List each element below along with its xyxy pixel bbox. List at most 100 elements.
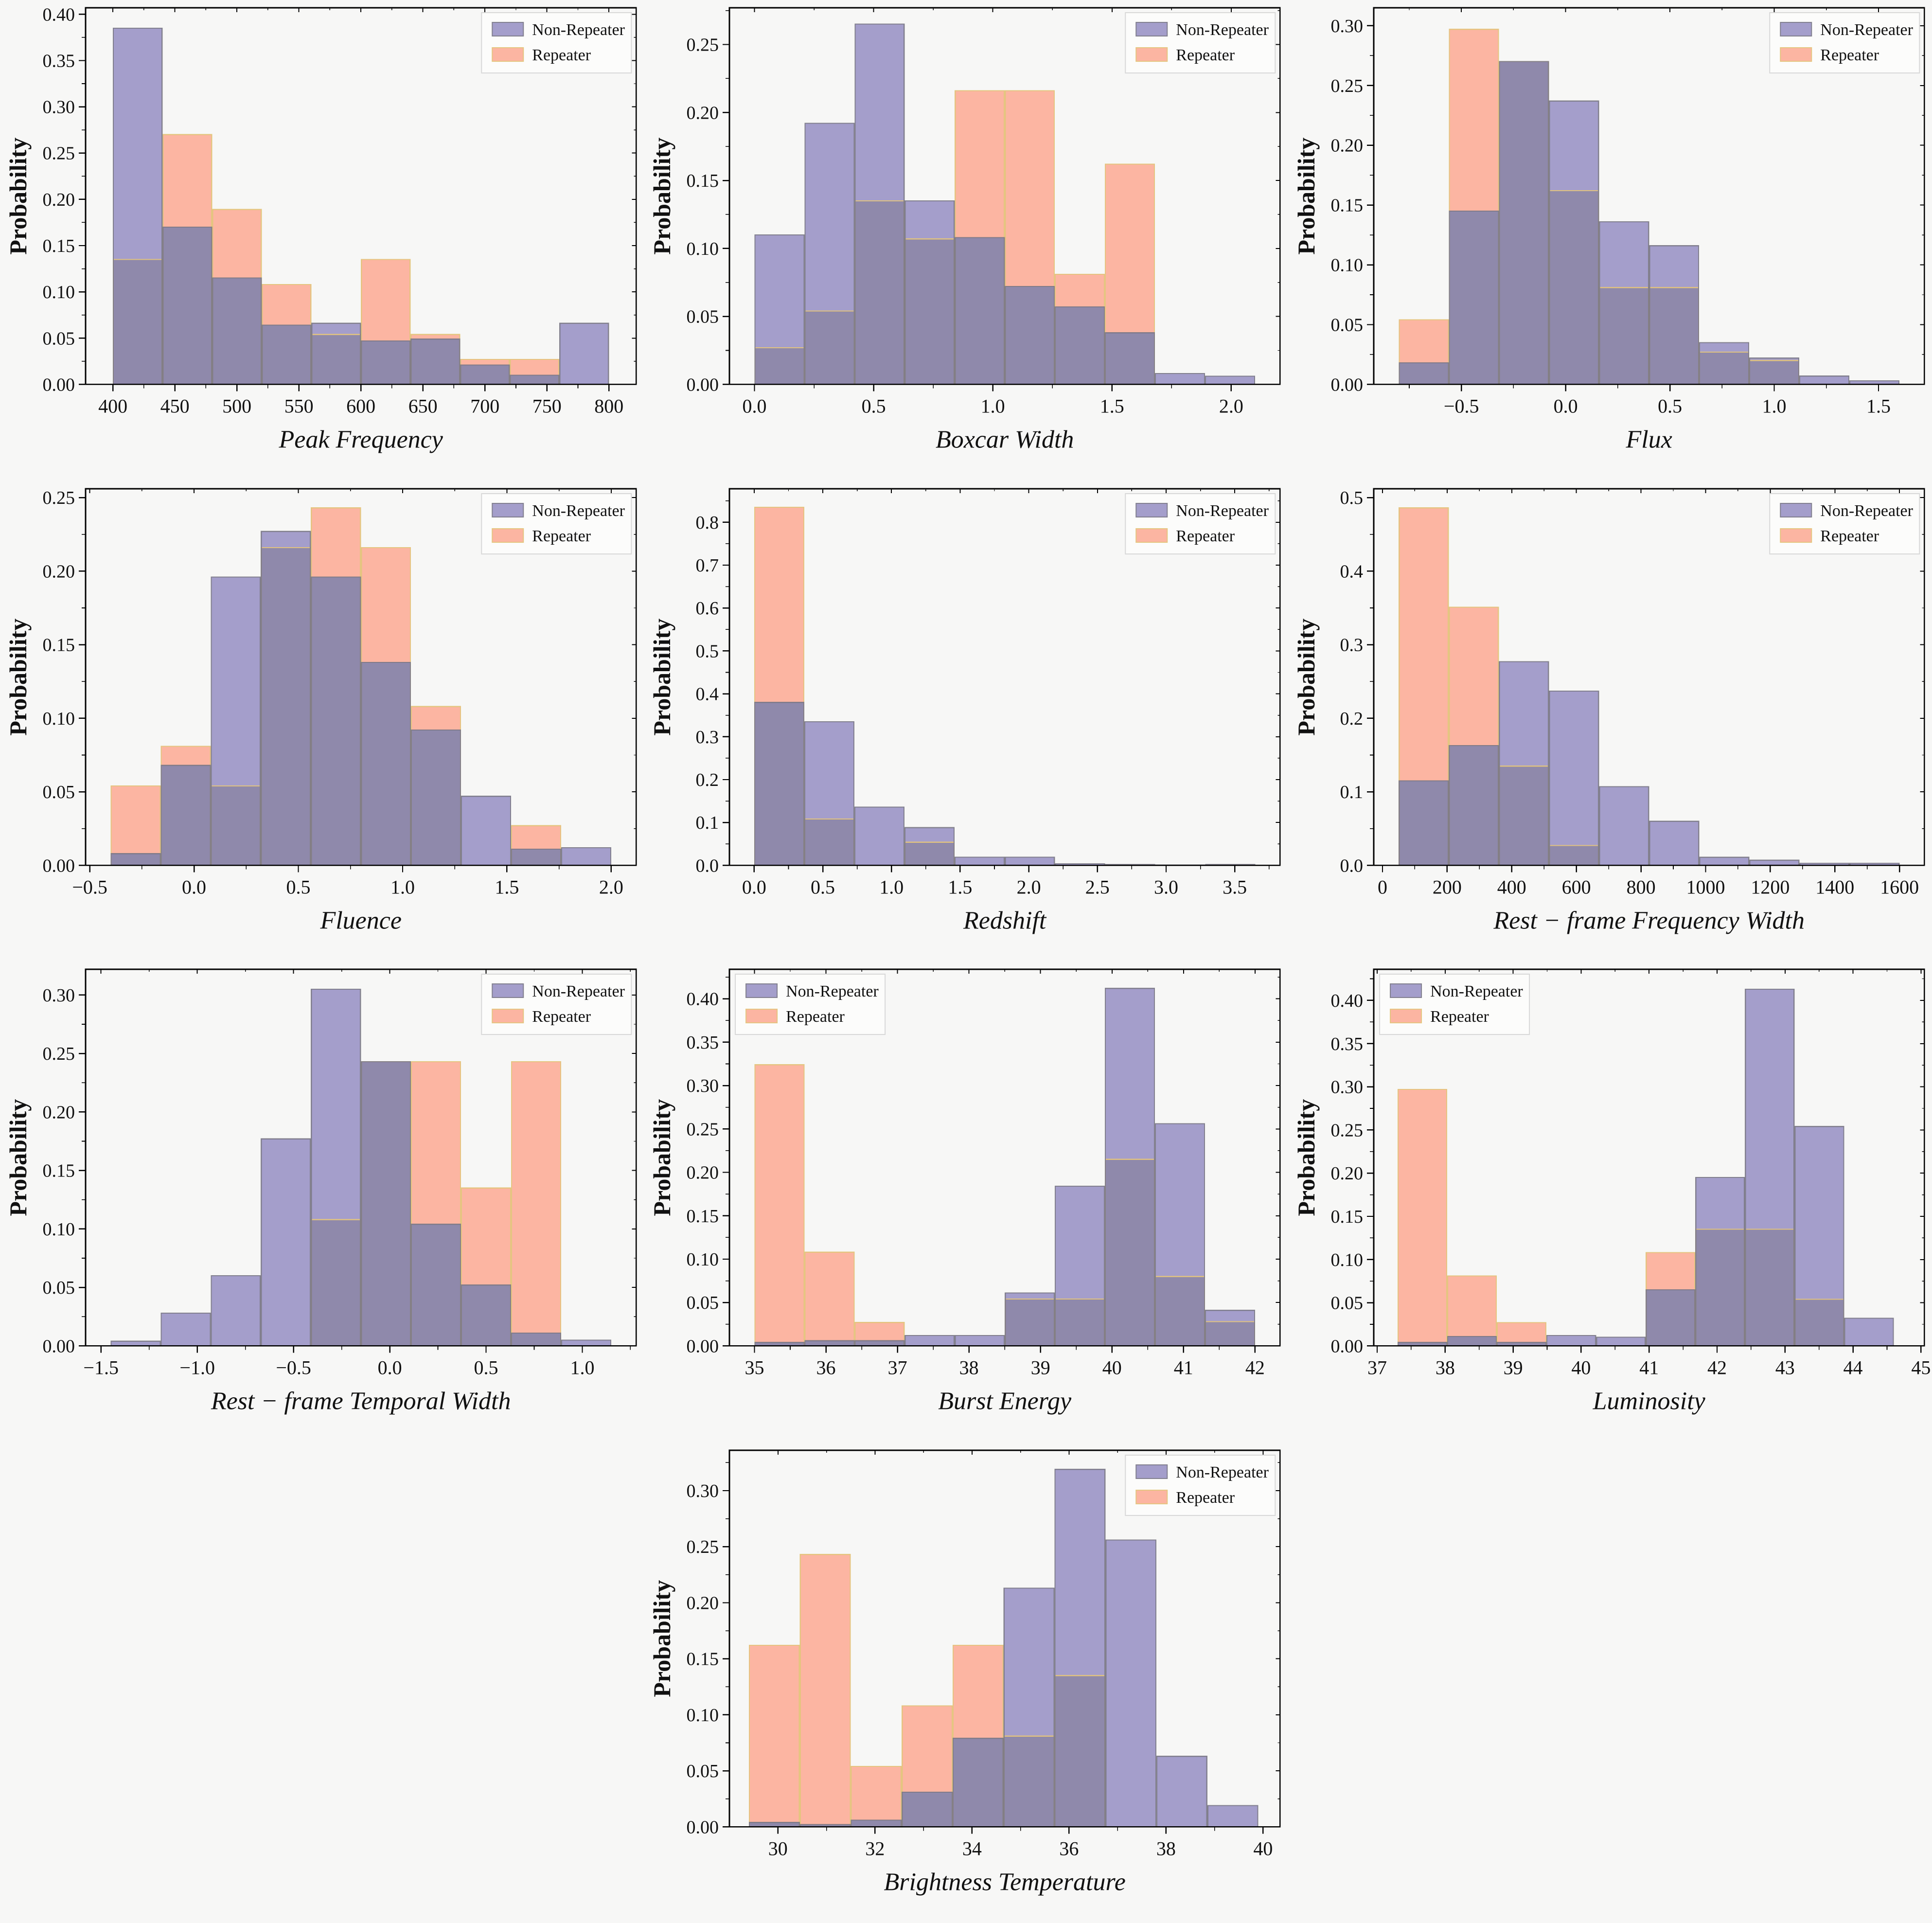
axis-ticks [79, 488, 637, 872]
hist-bar-non-repeater [1208, 1805, 1258, 1827]
hist-bar-overlap [1499, 766, 1548, 865]
x-tick-label: 1.0 [390, 876, 415, 898]
y-tick-label: 0.10 [687, 1705, 719, 1725]
y-tick-label: 0.10 [1330, 1250, 1363, 1270]
y-tick-label: 0.25 [43, 143, 75, 164]
legend: Non-Repeater Repeater [1125, 493, 1276, 554]
y-tick-label: 0.25 [1330, 76, 1363, 96]
hist-bar-non-repeater [905, 827, 955, 842]
hist-bar-overlap [311, 1219, 361, 1346]
hist-bar-non-repeater [1499, 661, 1548, 766]
y-tick-label: 0.05 [1330, 1293, 1363, 1314]
y-tick-label: 0.4 [696, 684, 719, 704]
hist-bar-non-repeater [1157, 1756, 1207, 1827]
x-tick-label: 1.5 [948, 876, 973, 898]
axes-spines [729, 1449, 1281, 1828]
hist-bar-overlap [1449, 211, 1499, 385]
x-axis-label: Brightness Temperature [884, 1868, 1126, 1896]
hist-bar-non-repeater [1205, 376, 1255, 385]
hist-bar-overlap [902, 1792, 953, 1827]
subplot-peak-frequency: 400 450 500 550 600 650 700 750 800 0.00 0.05 0.10 0… [0, 0, 644, 481]
hist-bar-repeater [163, 134, 212, 227]
hist-bar-non-repeater [1205, 1310, 1255, 1322]
hist-bar-repeater [1449, 607, 1498, 746]
legend-label: Non-Repeater [532, 982, 625, 1000]
x-tick-label: 37 [888, 1356, 907, 1378]
legend-label: Non-Repeater [786, 982, 879, 1000]
hist-bar-overlap [905, 239, 955, 385]
y-tick-label: 0.00 [43, 374, 75, 395]
y-tick-label: 0.25 [1330, 1120, 1363, 1140]
legend-label: Repeater [1820, 46, 1879, 64]
y-tick-label: 0.15 [687, 1206, 719, 1227]
y-tick-label: 0.00 [43, 1336, 75, 1356]
x-tick-label: −1.5 [83, 1356, 119, 1378]
hist-bar-non-repeater [855, 24, 904, 201]
x-axis-label: Boxcar Width [936, 426, 1074, 453]
y-tick-label: 0.05 [43, 782, 75, 802]
hist-bar-repeater [805, 1252, 854, 1341]
y-tick-label: 0.1 [1340, 782, 1363, 802]
y-tick-label: 0.6 [696, 598, 719, 619]
legend: Non-Repeater Repeater [481, 493, 632, 554]
x-tick-label: 750 [532, 395, 562, 417]
hist-bar-non-repeater [805, 721, 854, 819]
legend-label: Repeater [1176, 527, 1235, 545]
chart-brightness-temperature: 30 32 34 36 38 40 0.00 0.05 0.10 0.15 0.20 0.25 0.30… [648, 1449, 1281, 1896]
hist-bar-overlap [1649, 287, 1699, 385]
hist-bar-non-repeater [1596, 1337, 1645, 1346]
x-tick-label: 32 [866, 1837, 885, 1859]
y-tick-label: 0.10 [687, 239, 719, 259]
y-tick-label: 0.00 [43, 855, 75, 876]
x-tick-label: −0.5 [276, 1356, 311, 1378]
hist-bar-overlap [1399, 780, 1448, 865]
hist-bar-repeater [1399, 507, 1448, 781]
y-tick-label: 0.5 [696, 641, 719, 661]
x-axis-label: Rest − frame Frequency Width [1493, 907, 1805, 934]
hist-bar-non-repeater [1155, 1123, 1205, 1277]
y-tick-label: 0.15 [1330, 1207, 1363, 1227]
axes-spines [1373, 7, 1925, 385]
y-tick-label: 0.40 [43, 4, 75, 25]
y-tick-label: 0.25 [43, 488, 75, 508]
x-tick-label: 1.0 [880, 876, 904, 898]
hist-bar-repeater [511, 825, 561, 849]
y-tick-label: 0.15 [1330, 196, 1363, 216]
legend-label: Repeater [1820, 527, 1879, 545]
hist-bar-non-repeater [905, 1335, 955, 1346]
y-tick-label: 0.30 [1330, 16, 1363, 36]
x-tick-label: 42 [1245, 1356, 1265, 1378]
hist-bar-non-repeater [1799, 376, 1849, 385]
legend-swatch-non-repeater [1135, 502, 1168, 517]
x-tick-label: 600 [1561, 876, 1591, 898]
y-tick-label: 0.00 [687, 1336, 719, 1356]
hist-bar-non-repeater [755, 234, 804, 348]
legend-label: Non-Repeater [1176, 502, 1269, 520]
hist-bar-repeater [851, 1766, 902, 1820]
hist-bar-overlap [361, 662, 411, 865]
x-tick-label: 3.5 [1223, 876, 1247, 898]
y-tick-label: 0.30 [687, 1076, 719, 1096]
subplot-redshift: 0.0 0.5 1.0 1.5 2.0 2.5 3.0 3.5 0.0 0.1 0.2 0.3 0.4 0… [644, 481, 1288, 962]
hist-bar-repeater [411, 706, 461, 730]
hist-bar-overlap [1497, 1342, 1546, 1346]
hist-bar-non-repeater [1794, 1126, 1844, 1300]
hist-bar-overlap [1398, 1342, 1447, 1346]
hist-bar-overlap [161, 765, 211, 865]
legend: Non-Repeater Repeater [1125, 1454, 1276, 1516]
hist-bar-non-repeater [161, 1313, 211, 1346]
hist-bar-repeater [411, 334, 460, 339]
hist-bar-non-repeater [1695, 1177, 1744, 1229]
hist-bar-non-repeater [1546, 1335, 1595, 1346]
hist-bar-repeater [1005, 90, 1055, 287]
y-tick-label: 0.20 [43, 561, 75, 582]
x-tick-label: 39 [1503, 1356, 1523, 1378]
hist-bar-non-repeater [955, 857, 1005, 865]
hist-bar-overlap [755, 1342, 804, 1346]
y-tick-label: 0.2 [696, 770, 719, 790]
hist-bar-repeater [855, 1322, 904, 1341]
hist-bar-overlap [1699, 352, 1749, 385]
x-tick-label: 400 [98, 395, 127, 417]
axis-ticks [1366, 488, 1924, 872]
hist-bar-non-repeater [561, 847, 611, 865]
